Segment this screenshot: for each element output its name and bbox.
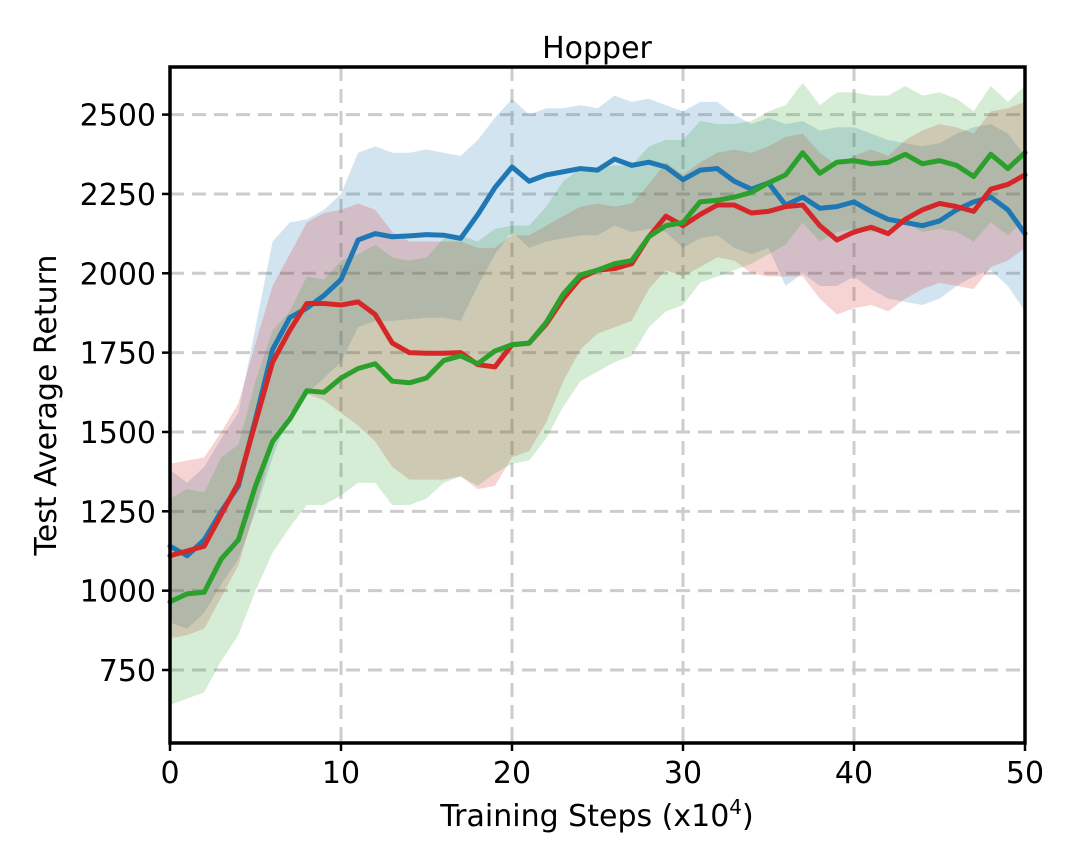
y-axis-label: Test Average Return — [29, 255, 64, 557]
y-tick-label: 2500 — [80, 99, 156, 134]
x-axis-label-main: Training Steps (x10 — [439, 799, 729, 834]
chart-title: Hopper — [542, 31, 652, 66]
x-axis-label: Training Steps (x104) — [439, 795, 753, 834]
x-tick-label: 40 — [835, 756, 873, 791]
x-tick-label: 0 — [160, 756, 179, 791]
series-lines — [167, 150, 1028, 605]
series-3-band — [170, 82, 1025, 705]
x-tick-label: 20 — [493, 756, 531, 791]
y-tick-label: 1500 — [80, 416, 156, 451]
x-tick-label: 50 — [1006, 756, 1044, 791]
x-axis-label-exponent: 4 — [729, 795, 742, 819]
plot-frame — [168, 65, 1027, 745]
axis-ticks: 0 10 20 30 40 50 750 1000 1250 1500 1750 2000 2250 25… — [80, 99, 1044, 791]
y-tick-label: 1000 — [80, 575, 156, 610]
x-tick-label: 10 — [322, 756, 360, 791]
y-tick-label: 2250 — [80, 178, 156, 213]
y-tick-label: 1250 — [80, 495, 156, 530]
x-axis-label-end: ) — [742, 799, 754, 834]
y-tick-label: 1750 — [80, 337, 156, 372]
series-3-line — [167, 150, 1028, 605]
y-tick-label: 750 — [99, 654, 156, 689]
series-1-band — [170, 95, 1025, 629]
x-tick-label: 30 — [664, 756, 702, 791]
confidence-bands — [170, 82, 1025, 705]
y-tick-label: 2000 — [80, 257, 156, 292]
